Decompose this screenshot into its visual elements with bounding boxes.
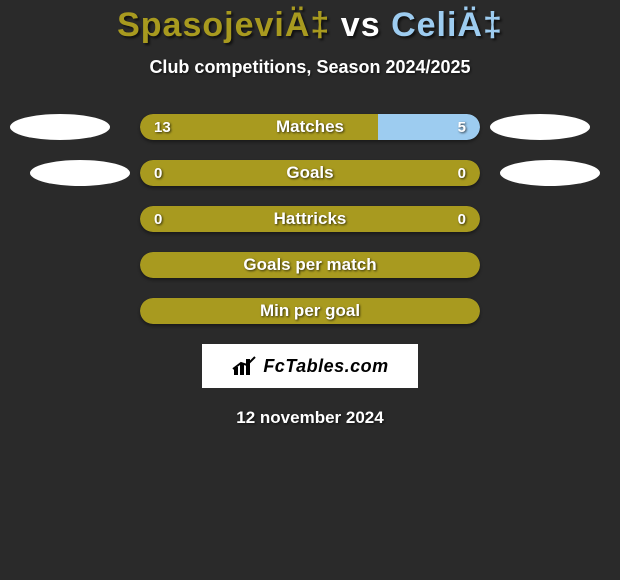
stat-label: Hattricks <box>140 206 480 232</box>
stat-value-left: 13 <box>154 114 171 140</box>
stat-value-left: 0 <box>154 206 162 232</box>
title-player1: SpasojeviÄ‡ <box>117 6 330 44</box>
title-vs: vs <box>341 6 381 44</box>
brand-text: FcTables.com <box>263 356 388 377</box>
brand-box: FcTables.com <box>202 344 418 388</box>
subtitle: Club competitions, Season 2024/2025 <box>0 57 620 78</box>
avatar-left_mid <box>30 160 130 186</box>
avatar-left_top <box>10 114 110 140</box>
avatar-right_top <box>490 114 590 140</box>
avatar-right_mid <box>500 160 600 186</box>
bar-chart-icon <box>231 355 259 377</box>
stat-label: Goals <box>140 160 480 186</box>
stat-row-hattricks: Hattricks0 0 <box>140 206 480 232</box>
stat-value-right: 5 <box>458 114 466 140</box>
stat-row-goals: Goals0 0 <box>140 160 480 186</box>
date-text: 12 november 2024 <box>0 408 620 428</box>
page-title: SpasojeviÄ‡ vs CeliÄ‡ <box>0 0 620 45</box>
stat-label: Min per goal <box>140 298 480 324</box>
stat-label: Goals per match <box>140 252 480 278</box>
stat-row-matches: Matches13 5 <box>140 114 480 140</box>
content-area: Matches135Goals00Hattricks00Goals per ma… <box>0 114 620 428</box>
stat-row-goals-per-match: Goals per match <box>140 252 480 278</box>
stat-value-right: 0 <box>458 206 466 232</box>
stat-value-right: 0 <box>458 160 466 186</box>
stat-row-min-per-goal: Min per goal <box>140 298 480 324</box>
title-player2: CeliÄ‡ <box>391 6 503 44</box>
stat-label: Matches <box>140 114 480 140</box>
stat-value-left: 0 <box>154 160 162 186</box>
